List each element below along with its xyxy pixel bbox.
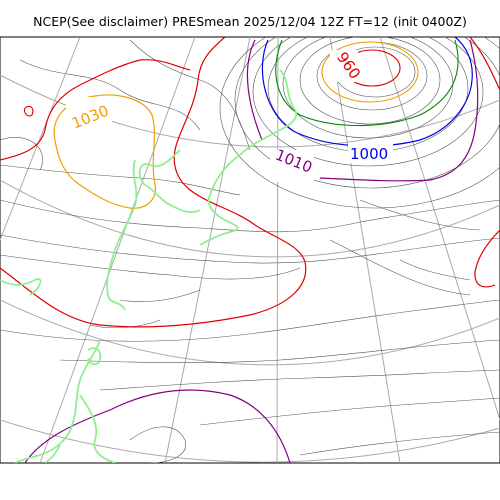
isobar-1030 [53, 94, 157, 209]
longitude-line [276, 37, 279, 463]
isobar-1020-north [0, 59, 191, 161]
latitude-line [0, 299, 500, 366]
contour-label-1000: 1000 [350, 145, 388, 163]
latitude-line [0, 419, 500, 463]
isobar-1020 [0, 37, 307, 328]
longitude-line [379, 37, 500, 421]
label-halo [348, 143, 393, 163]
map-title: NCEP(See disclaimer) PRESmean 2025/12/04… [33, 14, 467, 29]
label-halo [66, 97, 112, 127]
isobar-1020-east [469, 37, 500, 288]
isobar-1010-south [24, 389, 291, 463]
label-halo [330, 50, 358, 82]
isobar-1000 [261, 37, 473, 147]
longitude-line [329, 37, 401, 463]
isobar-990 [275, 39, 459, 127]
isobar-980 [321, 41, 419, 103]
isobar-1010 [246, 39, 479, 182]
label-halo [270, 150, 314, 182]
longitude-line [0, 37, 81, 241]
latitude-line [0, 179, 500, 258]
coastline [0, 69, 298, 463]
isobar-1020-spot [24, 105, 34, 117]
